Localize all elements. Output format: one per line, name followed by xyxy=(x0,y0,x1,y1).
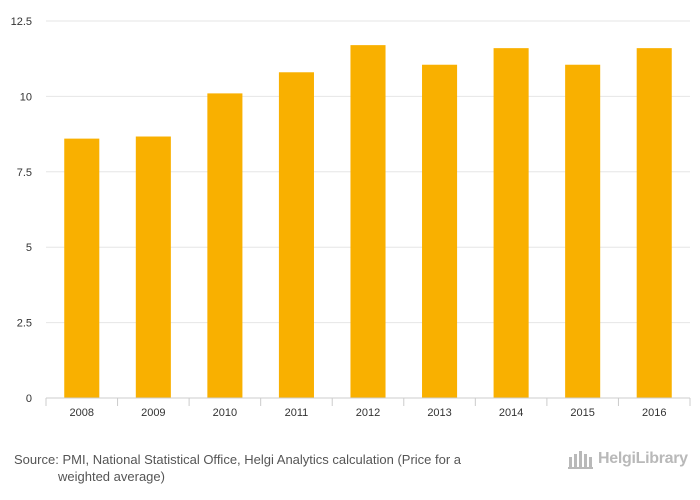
bar-2008 xyxy=(64,138,100,398)
x-axis-ticks: 2008 2009 2010 2011 2012 2013 2014 2015 2016 xyxy=(45,398,691,419)
source-note: Source: PMI, National Statistical Office… xyxy=(14,451,534,485)
y-tick-label: 2.5 xyxy=(17,318,32,330)
y-tick-label: 7.5 xyxy=(17,167,32,179)
x-tick-label: 2015 xyxy=(570,407,594,419)
x-tick-label: 2013 xyxy=(427,407,451,419)
y-tick-label: 0 xyxy=(26,393,32,405)
bar-2014 xyxy=(493,48,529,398)
x-tick-label: 2011 xyxy=(285,407,309,419)
bars xyxy=(64,45,672,399)
bar-2015 xyxy=(565,64,601,399)
source-line-2: weighted average) xyxy=(58,469,165,484)
bar-2013 xyxy=(422,64,458,399)
source-line-1: PMI, National Statistical Office, Helgi … xyxy=(62,452,462,467)
helgi-library-logo: HelgiLibrary xyxy=(568,448,688,470)
bar-2012 xyxy=(350,45,386,399)
logo-text: HelgiLibrary xyxy=(598,450,688,467)
x-tick-label: 2009 xyxy=(141,407,165,419)
bar-2016 xyxy=(636,48,672,398)
x-tick-label: 2016 xyxy=(642,407,666,419)
bar-2010 xyxy=(207,93,243,398)
bar-2011 xyxy=(278,72,314,398)
library-building-icon xyxy=(568,451,593,469)
bar-2009 xyxy=(135,136,171,398)
y-tick-label: 5 xyxy=(26,242,32,254)
y-axis-ticks: 0 2.5 5 7.5 10 12.5 xyxy=(11,16,32,405)
source-prefix: Source: xyxy=(14,452,59,467)
x-tick-label: 2014 xyxy=(499,407,523,419)
x-tick-label: 2010 xyxy=(213,407,237,419)
x-tick-label: 2012 xyxy=(356,407,380,419)
y-tick-label: 12.5 xyxy=(11,16,32,28)
y-tick-label: 10 xyxy=(20,91,32,103)
x-tick-label: 2008 xyxy=(70,407,94,419)
